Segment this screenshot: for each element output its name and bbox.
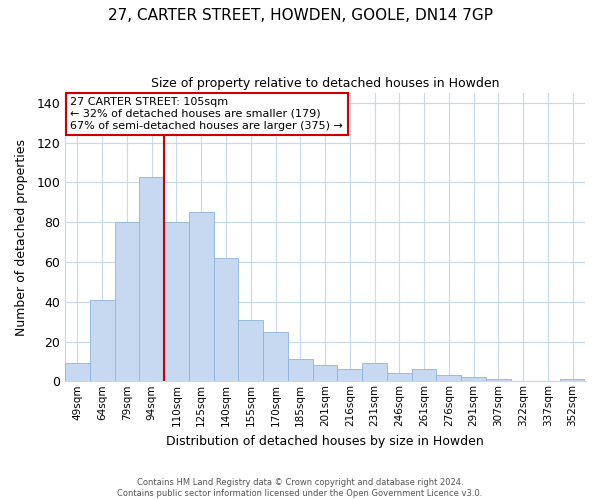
- Bar: [313, 366, 337, 382]
- Bar: [288, 360, 313, 382]
- Text: Contains HM Land Registry data © Crown copyright and database right 2024.
Contai: Contains HM Land Registry data © Crown c…: [118, 478, 482, 498]
- Text: 27 CARTER STREET: 105sqm
← 32% of detached houses are smaller (179)
67% of semi-: 27 CARTER STREET: 105sqm ← 32% of detach…: [70, 98, 343, 130]
- Bar: [263, 332, 288, 382]
- Bar: [436, 376, 461, 382]
- Bar: [189, 212, 214, 382]
- Y-axis label: Number of detached properties: Number of detached properties: [15, 138, 28, 336]
- Bar: [115, 222, 139, 382]
- Bar: [412, 370, 436, 382]
- Bar: [90, 300, 115, 382]
- Bar: [486, 380, 511, 382]
- Bar: [139, 176, 164, 382]
- X-axis label: Distribution of detached houses by size in Howden: Distribution of detached houses by size …: [166, 434, 484, 448]
- Bar: [461, 378, 486, 382]
- Bar: [387, 374, 412, 382]
- Bar: [65, 364, 90, 382]
- Bar: [337, 370, 362, 382]
- Title: Size of property relative to detached houses in Howden: Size of property relative to detached ho…: [151, 78, 499, 90]
- Bar: [238, 320, 263, 382]
- Bar: [560, 380, 585, 382]
- Text: 27, CARTER STREET, HOWDEN, GOOLE, DN14 7GP: 27, CARTER STREET, HOWDEN, GOOLE, DN14 7…: [107, 8, 493, 22]
- Bar: [362, 364, 387, 382]
- Bar: [164, 222, 189, 382]
- Bar: [214, 258, 238, 382]
